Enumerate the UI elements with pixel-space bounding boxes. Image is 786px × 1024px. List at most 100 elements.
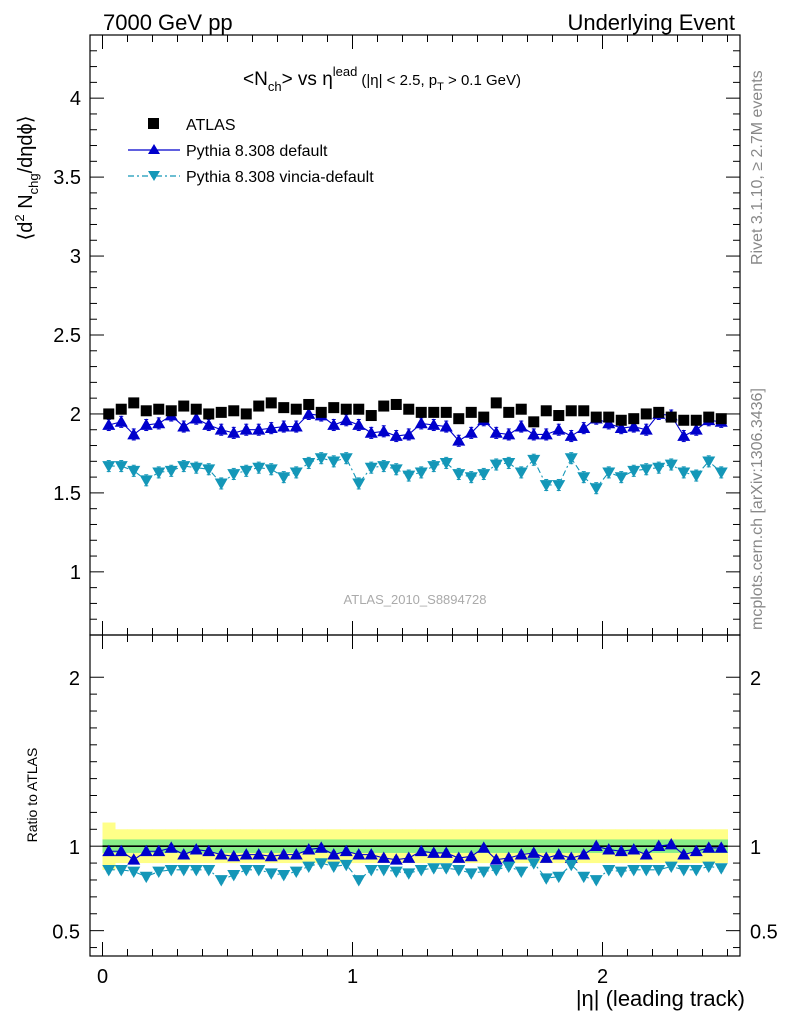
atlas-point xyxy=(353,403,365,415)
atlas-point xyxy=(440,406,452,418)
default-ratio-point xyxy=(464,849,478,862)
atlas-point xyxy=(215,406,227,418)
atlas-point xyxy=(115,403,127,415)
default-ratio-point xyxy=(177,848,191,860)
default-main-point xyxy=(414,416,428,429)
default-main-point xyxy=(402,427,416,440)
default-main-point xyxy=(564,429,578,441)
vincia-ratio-point xyxy=(652,864,666,877)
y-tick-label: 3.5 xyxy=(53,167,81,189)
atlas-point xyxy=(103,408,115,420)
default-main-point xyxy=(302,407,316,419)
atlas-point xyxy=(690,414,702,426)
legend-label-vincia: Pythia 8.308 vincia-default xyxy=(186,169,374,186)
atlas-point xyxy=(503,406,515,418)
vincia-ratio-point xyxy=(589,875,603,887)
vincia-ratio-point xyxy=(202,864,216,877)
ratio-frame xyxy=(89,634,741,957)
default-ratio-point xyxy=(502,851,516,863)
ratio-y-tick-label: 0.5 xyxy=(52,922,80,944)
vincia-main-point xyxy=(327,456,341,468)
vincia-main-point xyxy=(239,465,253,478)
atlas-point xyxy=(265,397,277,409)
vincia-ratio-point xyxy=(664,861,678,873)
atlas-point xyxy=(590,411,602,423)
default-main-point xyxy=(489,426,503,438)
vincia-main-point xyxy=(364,462,378,475)
default-main-point xyxy=(639,423,653,435)
atlas-point xyxy=(490,397,502,409)
default-ratio-point xyxy=(589,839,603,852)
atlas-point xyxy=(178,400,190,412)
default-main-point xyxy=(627,420,641,432)
vincia-main-point xyxy=(564,453,578,465)
vincia-main-point xyxy=(389,464,403,476)
vincia-main-point xyxy=(689,470,703,483)
atlas-point xyxy=(390,398,402,410)
ylabel-part-b: N xyxy=(15,194,37,214)
default-ratio-point xyxy=(514,848,528,860)
vincia-ratio-point xyxy=(252,864,266,877)
default-main-point xyxy=(614,421,628,434)
default-ratio-point xyxy=(652,839,666,852)
default-main-point xyxy=(352,418,366,430)
ratio-y-axis-label: Ratio to ATLAS xyxy=(24,748,40,843)
atlas-point xyxy=(478,411,490,423)
atlas-point xyxy=(428,406,440,418)
default-ratio-point xyxy=(277,848,291,860)
legend-marker-atlas xyxy=(148,118,159,129)
default-main-point xyxy=(214,423,228,435)
default-ratio-point xyxy=(627,843,641,855)
vincia-main-point xyxy=(127,465,141,478)
default-ratio-point xyxy=(689,844,703,857)
default-ratio-point xyxy=(577,848,591,860)
ylabel-sup: 2 xyxy=(12,214,27,221)
y-tick-label: 4 xyxy=(70,88,81,110)
atlas-point xyxy=(290,403,302,415)
ratio-ticks: 0 1 2 0.5 0.5 1 1 2 2 xyxy=(52,635,778,988)
y-tick-label: 1.5 xyxy=(53,483,81,505)
vincia-main-point xyxy=(639,464,653,476)
vincia-main-point xyxy=(189,462,203,475)
default-main-point xyxy=(577,421,591,434)
vincia-ratio-point xyxy=(714,863,728,875)
default-main-point xyxy=(602,416,616,429)
vincia-main-point xyxy=(452,469,466,481)
vincia-ratio-point xyxy=(239,864,253,877)
vincia-ratio-point xyxy=(477,866,491,879)
vincia-ratio-point xyxy=(627,864,641,877)
default-main-point xyxy=(227,426,241,438)
vincia-ratio-point xyxy=(464,868,478,880)
default-main-point xyxy=(439,420,453,432)
y-axis-label: ⟨d2 Nchg/dηdϕ⟩ xyxy=(12,115,41,240)
vincia-main-point xyxy=(664,459,678,471)
vincia-main-line xyxy=(108,457,722,489)
default-ratio-point xyxy=(302,843,316,855)
main-ticks: 1 1.5 2 2.5 3 3.5 4 xyxy=(53,34,740,635)
vincia-ratio-point xyxy=(489,864,503,877)
atlas-point xyxy=(703,411,715,423)
default-ratio-point xyxy=(152,844,166,857)
atlas-point xyxy=(228,405,240,417)
default-ratio-point xyxy=(189,843,203,855)
vincia-ratio-point xyxy=(689,864,703,877)
vincia-main-point xyxy=(289,467,303,479)
default-main-point xyxy=(502,427,516,440)
vincia-ratio-point xyxy=(214,875,228,887)
atlas-point xyxy=(315,406,327,418)
atlas-point xyxy=(153,403,165,415)
default-main-point xyxy=(452,434,466,446)
title-sub-t: T xyxy=(437,81,444,93)
vincia-ratio-point xyxy=(427,863,441,875)
default-main-point xyxy=(552,423,566,435)
legend-marker-vincia xyxy=(148,171,160,181)
atlas-point xyxy=(553,410,565,422)
vincia-ratio-point xyxy=(364,864,378,877)
default-ratio-point xyxy=(489,853,503,865)
atlas-point xyxy=(715,413,727,425)
vincia-ratio-point xyxy=(639,864,653,877)
vincia-main-point xyxy=(339,453,353,465)
atlas-point xyxy=(190,403,202,415)
title-part-c: (|η| < 2.5, p xyxy=(361,72,437,89)
